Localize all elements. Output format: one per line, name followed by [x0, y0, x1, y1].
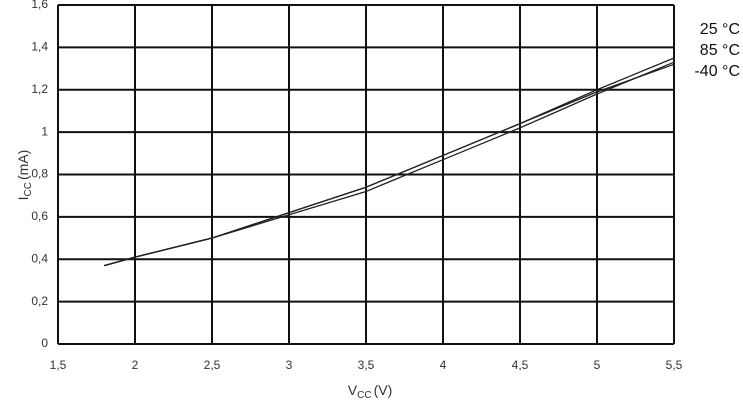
series-line	[104, 63, 675, 267]
y-axis-label: ICC (mA)	[15, 150, 34, 201]
legend-label: 25 °C	[700, 21, 740, 38]
y-tick-label: 0,6	[31, 209, 48, 223]
legend-label: 85 °C	[700, 42, 740, 59]
x-label-sub: CC	[357, 390, 371, 401]
y-tick-label: 1,4	[31, 40, 48, 54]
legend-label: -40 °C	[694, 63, 740, 80]
y-tick-label: 0,8	[31, 167, 48, 181]
y-tick-label: 0,2	[31, 294, 48, 308]
y-tick-label: 0	[41, 336, 48, 350]
x-tick-label: 3	[286, 358, 293, 372]
x-tick-label: 4	[440, 358, 447, 372]
y-label-main: I	[15, 196, 31, 200]
legend: 25 °C 85 °C -40 °C	[694, 21, 740, 80]
y-label-sub: CC	[23, 182, 34, 196]
x-tick-label: 1,5	[50, 358, 67, 372]
x-label-unit: (V)	[374, 382, 393, 398]
y-tick-label: 1	[41, 124, 48, 138]
x-tick-label: 2	[132, 358, 139, 372]
y-tick-label: 0,4	[31, 251, 48, 265]
x-tick-label: 2,5	[204, 358, 221, 372]
y-tick-label: 1,6	[31, 0, 48, 11]
x-axis-label: VCC (V)	[348, 382, 392, 401]
y-label-unit: (mA)	[15, 150, 31, 180]
x-tick-label: 5	[594, 358, 601, 372]
x-tick-label: 3,5	[358, 358, 375, 372]
x-label-main: V	[348, 382, 358, 398]
y-tick-label: 1,2	[31, 82, 48, 96]
series-line	[104, 61, 675, 267]
x-tick-label: 5,5	[666, 358, 683, 372]
x-tick-label: 4,5	[512, 358, 529, 372]
